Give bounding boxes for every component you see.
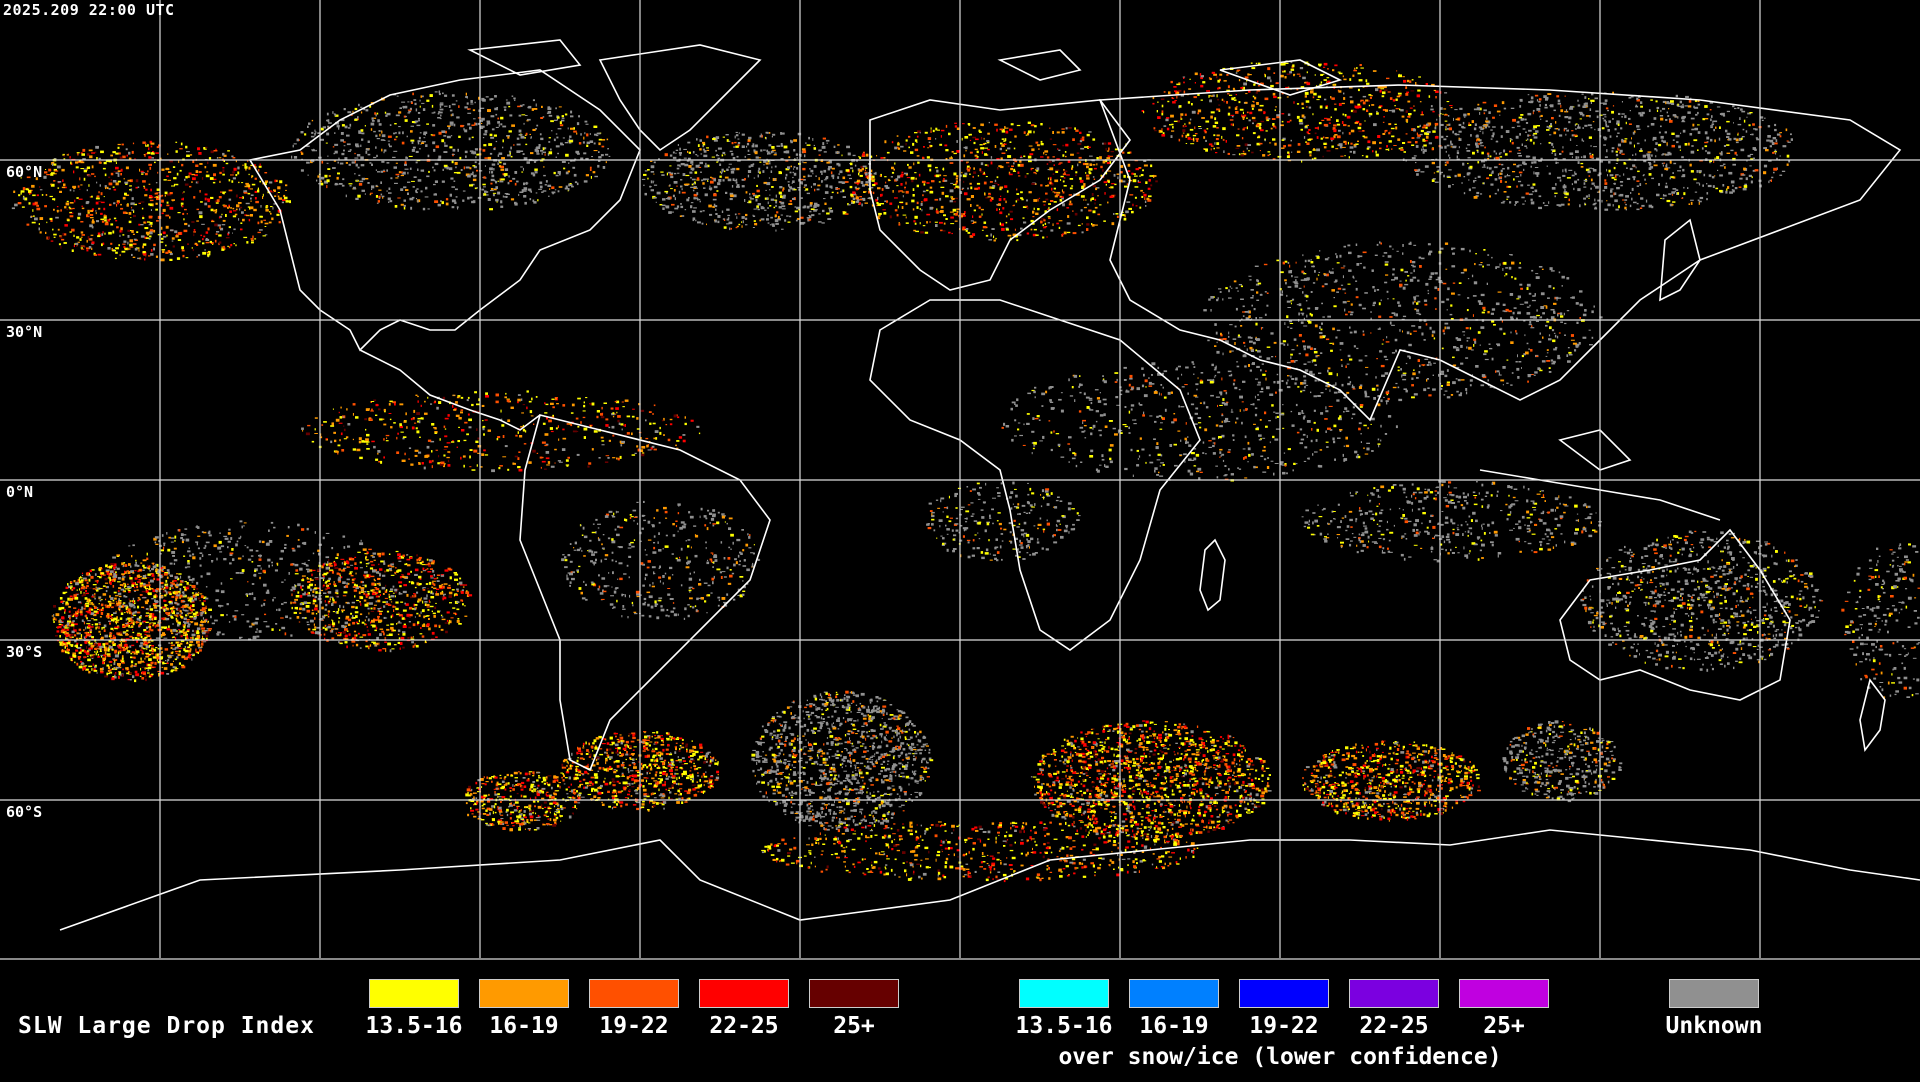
- legend-label-unknown: Unknown: [1665, 1013, 1763, 1039]
- legend-swatch-snow-5: [1459, 979, 1549, 1008]
- lat-label-30s: 30°S: [6, 643, 43, 661]
- legend-snow-ice-note: over snow/ice (lower confidence): [1058, 1044, 1502, 1070]
- legend-label-water-5: 25+: [833, 1013, 875, 1039]
- lat-lon-grid: [0, 0, 1920, 958]
- legend-swatch-snow-3: [1239, 979, 1329, 1008]
- legend-swatch-water-2: [479, 979, 569, 1008]
- legend-swatch-snow-2: [1129, 979, 1219, 1008]
- legend-label-water-3: 19-22: [599, 1013, 669, 1039]
- legend-label-water-4: 22-25: [709, 1013, 779, 1039]
- legend-label-water-2: 16-19: [489, 1013, 559, 1039]
- legend-swatch-water-5: [809, 979, 899, 1008]
- legend-label-snow-4: 22-25: [1359, 1013, 1429, 1039]
- legend-label-snow-1: 13.5-16: [1015, 1013, 1113, 1039]
- global-map: [0, 0, 1920, 958]
- legend-swatch-water-3: [589, 979, 679, 1008]
- legend-swatch-water-4: [699, 979, 789, 1008]
- legend-label-snow-3: 19-22: [1249, 1013, 1319, 1039]
- legend-swatch-water-1: [369, 979, 459, 1008]
- legend-swatch-snow-4: [1349, 979, 1439, 1008]
- lat-label-0n: 0°N: [6, 483, 34, 501]
- lat-label-60n: 60°N: [6, 163, 43, 181]
- legend-title: SLW Large Drop Index: [18, 1013, 315, 1039]
- legend-swatch-snow-1: [1019, 979, 1109, 1008]
- legend-panel: [0, 958, 1920, 1082]
- legend-label-snow-2: 16-19: [1139, 1013, 1209, 1039]
- lat-label-30n: 30°N: [6, 323, 43, 341]
- observation-timestamp: 2025.209 22:00 UTC: [3, 1, 175, 19]
- legend-label-snow-5: 25+: [1483, 1013, 1525, 1039]
- lat-label-60s: 60°S: [6, 803, 43, 821]
- legend-swatch-unknown: [1669, 979, 1759, 1008]
- legend-label-water-1: 13.5-16: [365, 1013, 463, 1039]
